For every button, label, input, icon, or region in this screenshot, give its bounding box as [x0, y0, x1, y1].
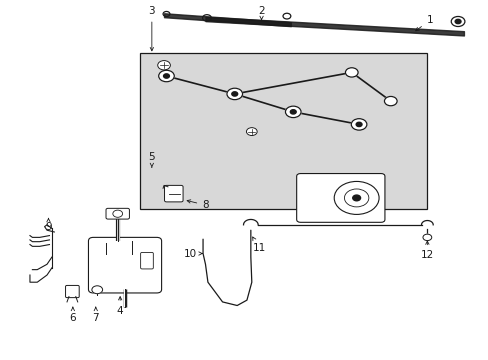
Text: 4: 4 [117, 297, 123, 316]
Text: 1: 1 [415, 15, 432, 31]
Circle shape [158, 70, 174, 82]
Circle shape [158, 60, 170, 70]
Circle shape [113, 210, 122, 217]
Circle shape [384, 96, 396, 106]
Circle shape [246, 128, 257, 135]
Circle shape [454, 19, 460, 24]
Text: 5: 5 [148, 152, 155, 167]
Circle shape [163, 74, 169, 78]
Circle shape [355, 122, 361, 127]
Bar [140, 53, 427, 209]
Circle shape [345, 68, 357, 77]
Circle shape [226, 88, 242, 100]
FancyBboxPatch shape [164, 185, 183, 202]
Text: 10: 10 [183, 248, 202, 258]
Text: 6: 6 [69, 307, 76, 323]
FancyBboxPatch shape [106, 208, 129, 219]
Circle shape [92, 286, 102, 294]
Circle shape [333, 181, 378, 215]
Circle shape [290, 110, 296, 114]
Circle shape [285, 106, 301, 118]
Text: 12: 12 [420, 241, 433, 260]
Circle shape [422, 234, 431, 240]
Circle shape [350, 119, 366, 130]
Text: 7: 7 [92, 307, 99, 323]
Text: 8: 8 [187, 200, 208, 210]
Text: 2: 2 [258, 6, 264, 19]
FancyBboxPatch shape [88, 237, 161, 293]
FancyBboxPatch shape [65, 285, 79, 298]
Circle shape [352, 195, 360, 201]
FancyBboxPatch shape [141, 252, 153, 269]
Text: 11: 11 [252, 237, 265, 253]
Circle shape [231, 92, 237, 96]
Text: 3: 3 [148, 6, 155, 51]
Text: 9: 9 [45, 219, 52, 231]
FancyBboxPatch shape [296, 174, 384, 222]
